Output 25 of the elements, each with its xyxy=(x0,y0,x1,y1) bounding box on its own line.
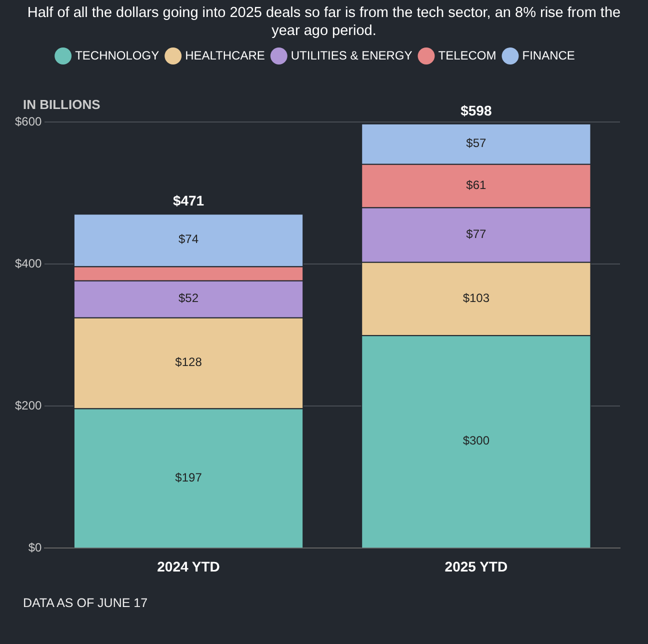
data-label: $300 xyxy=(462,434,490,448)
chart-title: Half of all the dollars going into 2025 deals so far is from the tech sector, an 8% rise from the year ago period. xyxy=(26,4,622,41)
legend-label: HEALTHCARE xyxy=(185,48,265,62)
legend-label: UTILITIES & ENERGY xyxy=(290,48,412,62)
text: DATA AS OF JUNE 17 xyxy=(23,596,148,610)
total-label: $471 xyxy=(172,192,204,208)
data-label: $52 xyxy=(178,291,199,306)
y-axis-title: IN BILLIONS xyxy=(23,97,100,112)
data-label: $197 xyxy=(175,470,202,484)
y-tick-label: $600 xyxy=(14,114,42,128)
data-label: $103 xyxy=(462,290,490,305)
data-label: $57 xyxy=(466,136,487,150)
x-tick-label: 2024 YTD xyxy=(157,558,220,574)
data-label: $61 xyxy=(466,178,487,192)
legend-label: TELECOM xyxy=(438,48,496,62)
y-tick-label: $200 xyxy=(14,398,42,412)
x-tick-label: 2025 YTD xyxy=(444,558,508,574)
legend-label: FINANCE xyxy=(522,48,575,62)
data-label: $128 xyxy=(175,355,202,370)
y-tick-label: $0 xyxy=(28,540,42,555)
data-label: $77 xyxy=(466,226,487,241)
total-label: $598 xyxy=(460,102,492,118)
y-tick-label: $400 xyxy=(14,256,42,270)
data-label: $74 xyxy=(178,232,199,246)
legend-label: TECHNOLOGY xyxy=(75,48,160,62)
